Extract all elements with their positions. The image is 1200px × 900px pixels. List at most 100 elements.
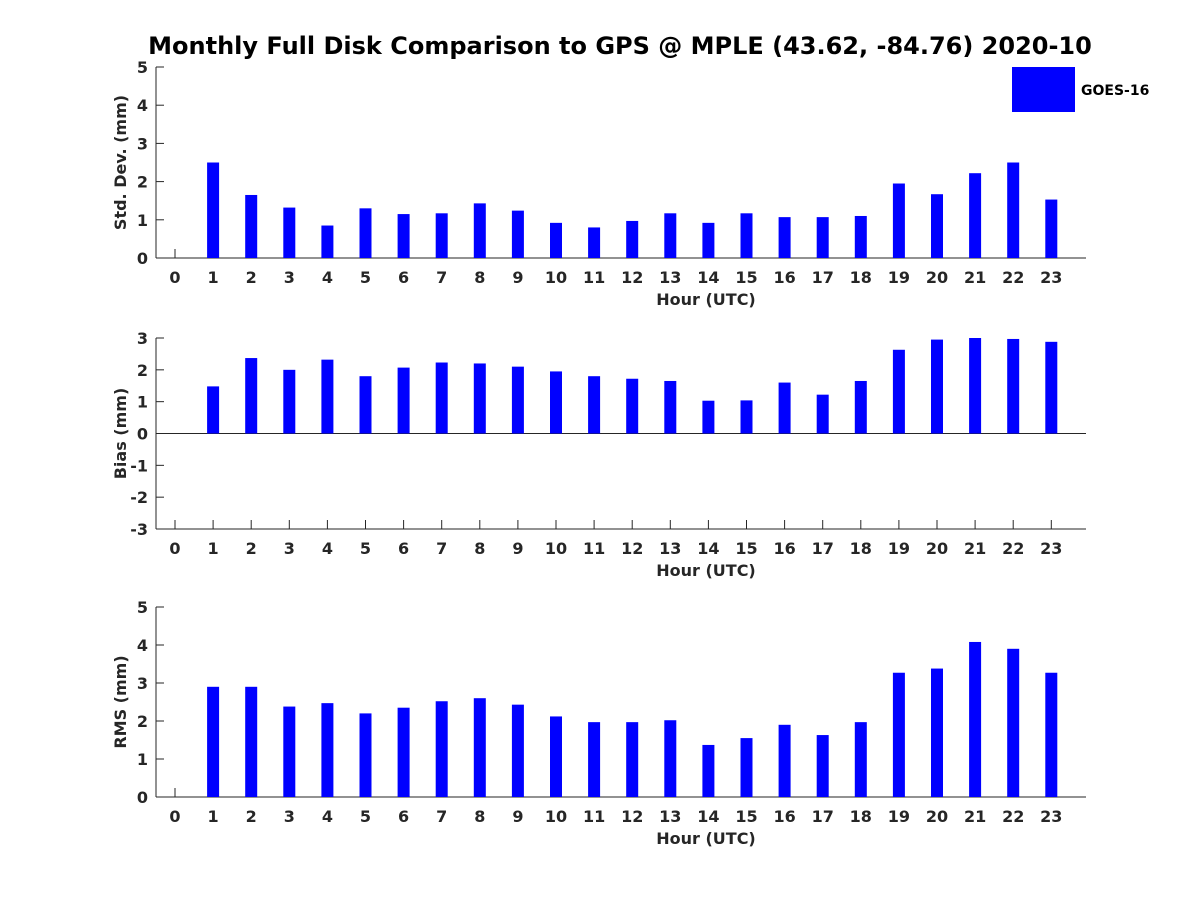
x-tick-label: 6 bbox=[398, 539, 409, 558]
x-tick-label: 18 bbox=[850, 268, 872, 287]
x-tick-label: 17 bbox=[812, 807, 834, 826]
bar-hour-4 bbox=[321, 359, 334, 434]
x-tick-label: 4 bbox=[322, 807, 333, 826]
x-tick-label: 6 bbox=[398, 268, 409, 287]
x-tick-label: 16 bbox=[773, 807, 795, 826]
bar-hour-15 bbox=[740, 213, 753, 258]
bar-hour-22 bbox=[1007, 338, 1020, 434]
bar-hour-2 bbox=[245, 194, 258, 258]
x-tick-label: 7 bbox=[436, 807, 447, 826]
x-tick-label: 20 bbox=[926, 539, 948, 558]
x-tick-label: 8 bbox=[474, 268, 485, 287]
y-tick-label: 2 bbox=[137, 361, 148, 380]
x-tick-label: 19 bbox=[888, 268, 910, 287]
x-axis-label: Hour (UTC) bbox=[656, 561, 756, 580]
x-tick-label: 11 bbox=[583, 807, 605, 826]
bar-hour-13 bbox=[664, 213, 677, 258]
bar-hour-12 bbox=[626, 220, 639, 258]
x-tick-label: 4 bbox=[322, 268, 333, 287]
y-tick-label: -2 bbox=[130, 488, 148, 507]
x-axis-label: Hour (UTC) bbox=[656, 829, 756, 848]
bar-hour-20 bbox=[931, 194, 943, 258]
x-tick-label: 13 bbox=[659, 268, 681, 287]
bar-hour-14 bbox=[702, 400, 715, 434]
bar-hour-16 bbox=[778, 217, 791, 258]
x-tick-label: 20 bbox=[926, 268, 948, 287]
x-tick-label: 21 bbox=[964, 539, 986, 558]
bar-hour-7 bbox=[435, 701, 448, 797]
x-tick-label: 13 bbox=[659, 807, 681, 826]
y-tick-label: 0 bbox=[137, 249, 148, 268]
bar-hour-19 bbox=[892, 672, 905, 797]
x-tick-label: 23 bbox=[1040, 268, 1062, 287]
x-tick-label: 12 bbox=[621, 268, 643, 287]
bar-hour-18 bbox=[854, 215, 867, 258]
x-tick-label: 22 bbox=[1002, 268, 1024, 287]
bar-hour-8 bbox=[473, 698, 486, 797]
x-tick-label: 18 bbox=[850, 539, 872, 558]
x-tick-label: 11 bbox=[583, 268, 605, 287]
bar-hour-21 bbox=[969, 338, 982, 434]
bar-hour-10 bbox=[550, 716, 562, 797]
bar-hour-9 bbox=[511, 704, 524, 797]
x-tick-label: 16 bbox=[773, 268, 795, 287]
x-tick-label: 17 bbox=[812, 268, 834, 287]
bar-hour-2 bbox=[245, 686, 258, 797]
bar-hour-1 bbox=[207, 162, 220, 258]
bar-hour-3 bbox=[283, 369, 296, 434]
x-tick-label: 14 bbox=[697, 268, 719, 287]
y-axis-label: Std. Dev. (mm) bbox=[111, 95, 130, 230]
bar-hour-8 bbox=[473, 363, 486, 434]
y-tick-label: -3 bbox=[130, 520, 148, 539]
x-tick-label: 23 bbox=[1040, 539, 1062, 558]
x-tick-label: 3 bbox=[284, 807, 295, 826]
bar-hour-5 bbox=[359, 208, 372, 258]
bar-hour-1 bbox=[207, 386, 220, 434]
bar-hour-20 bbox=[931, 668, 943, 797]
bar-hour-8 bbox=[473, 203, 486, 258]
x-tick-label: 9 bbox=[512, 807, 523, 826]
bar-hour-23 bbox=[1045, 341, 1058, 434]
bar-hour-21 bbox=[969, 173, 982, 258]
bar-hour-2 bbox=[245, 358, 258, 434]
bar-hour-23 bbox=[1045, 199, 1058, 258]
bar-hour-12 bbox=[626, 378, 639, 434]
bar-hour-3 bbox=[283, 207, 296, 258]
x-tick-label: 0 bbox=[169, 539, 180, 558]
bar-hour-14 bbox=[702, 222, 715, 258]
x-tick-label: 17 bbox=[812, 539, 834, 558]
bar-hour-11 bbox=[588, 227, 601, 258]
bar-hour-13 bbox=[664, 380, 677, 434]
bar-hour-14 bbox=[702, 744, 715, 797]
x-tick-label: 5 bbox=[360, 268, 371, 287]
bar-hour-5 bbox=[359, 713, 372, 797]
x-tick-label: 22 bbox=[1002, 807, 1024, 826]
bar-hour-11 bbox=[588, 376, 601, 434]
bar-hour-1 bbox=[207, 686, 220, 797]
y-tick-label: 4 bbox=[137, 96, 148, 115]
bar-hour-15 bbox=[740, 400, 753, 434]
x-tick-label: 22 bbox=[1002, 539, 1024, 558]
y-tick-label: 0 bbox=[137, 788, 148, 807]
bar-hour-7 bbox=[435, 362, 448, 434]
x-tick-label: 2 bbox=[246, 539, 257, 558]
x-tick-label: 12 bbox=[621, 539, 643, 558]
x-tick-label: 21 bbox=[964, 807, 986, 826]
x-tick-label: 6 bbox=[398, 807, 409, 826]
x-axis-label: Hour (UTC) bbox=[656, 290, 756, 309]
x-tick-label: 13 bbox=[659, 539, 681, 558]
x-tick-label: 21 bbox=[964, 268, 986, 287]
x-tick-label: 14 bbox=[697, 807, 719, 826]
y-tick-label: 4 bbox=[137, 636, 148, 655]
y-tick-label: 3 bbox=[137, 329, 148, 348]
bar-hour-10 bbox=[550, 222, 562, 258]
x-tick-label: 19 bbox=[888, 807, 910, 826]
x-tick-label: 7 bbox=[436, 539, 447, 558]
x-tick-label: 11 bbox=[583, 539, 605, 558]
bar-hour-6 bbox=[397, 214, 410, 258]
y-tick-label: 1 bbox=[137, 211, 148, 230]
y-tick-label: -1 bbox=[130, 456, 148, 475]
